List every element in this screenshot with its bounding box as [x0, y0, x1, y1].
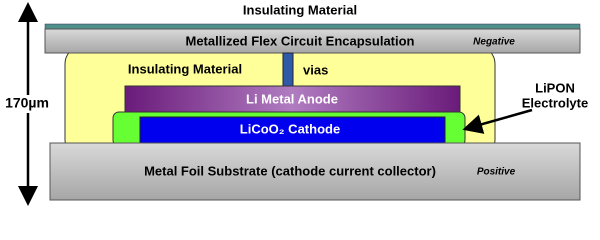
top-insulator — [44, 23, 581, 30]
insulator-label: Insulating Material — [128, 61, 242, 76]
positive-label: Positive — [477, 167, 516, 178]
cathode — [139, 116, 446, 144]
anode-label: Li Metal Anode — [246, 91, 338, 106]
encapsulation-cover — [44, 28, 581, 54]
dimension-label: 170µm — [5, 95, 49, 111]
substrate-label: Metal Foil Substrate (cathode current co… — [144, 163, 436, 178]
electrolyte-label: LiPON — [535, 80, 575, 95]
vias-label: vias — [303, 62, 328, 77]
electrolyte-arrow — [462, 108, 533, 134]
vias — [282, 52, 294, 88]
substrate — [49, 142, 581, 201]
electrolyte-label: Electrolyte — [522, 95, 588, 110]
page: Insulating Material Metallized Flex Circ… — [2, 1, 589, 206]
diagram: Insulating Material Metallized Flex Circ… — [2, 1, 589, 206]
dimension-label-bg — [2, 95, 54, 113]
cathode-label: LiCoO₂ Cathode — [240, 121, 340, 136]
top-insulator-label: Insulating Material — [243, 2, 357, 17]
encapsulation-label: Metallized Flex Circuit Encapsulation — [186, 33, 415, 48]
anode — [124, 85, 461, 113]
negative-label: Negative — [473, 37, 515, 48]
